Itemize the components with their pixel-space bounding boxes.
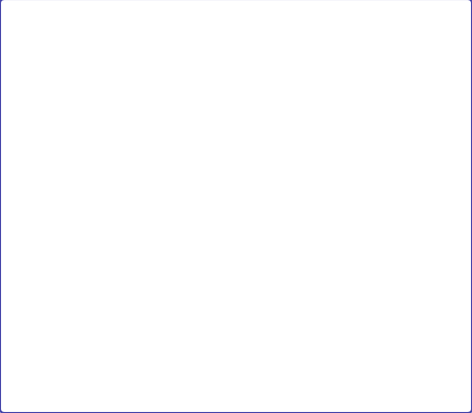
Text: Go to: Go to <box>100 387 133 397</box>
Text: $3.0\overline{15}$: $3.0\overline{15}$ <box>262 225 295 240</box>
Text: $x = \dfrac{34}{99}$: $x = \dfrac{34}{99}$ <box>22 349 63 375</box>
Text: $1000x = 3015.\overline{15}$: $1000x = 3015.\overline{15}$ <box>219 277 317 291</box>
Text: $100x - x = 34.\overline{34} - 0.\overline{34}$: $100x - x = 34.\overline{34} - 0.\overli… <box>22 281 160 295</box>
Text: $10x = 30.\overline{15}$: $10x = 30.\overline{15}$ <box>219 251 289 266</box>
Text: $x = \dfrac{2985}{900} = \dfrac{199}{60}$: $x = \dfrac{2985}{900} = \dfrac{199}{60}… <box>219 368 316 394</box>
Text: $900x = 2985$: $900x = 2985$ <box>219 328 289 340</box>
Text: $= 3.01515...$: $= 3.01515...$ <box>299 225 375 237</box>
Text: Let $x$ =: Let $x$ = <box>219 225 261 237</box>
Text: onlinemathlearning.com: onlinemathlearning.com <box>139 387 275 397</box>
Text: $= 0.3434...$: $= 0.3434...$ <box>106 225 174 237</box>
Text: $1000x - 10x = 3015.\overline{15} - 30.\overline{15}$: $1000x - 10x = 3015.\overline{15} - 30.\… <box>219 302 388 317</box>
Text: $0.\overline{34}$: $0.\overline{34}$ <box>69 225 98 240</box>
Text: $100x = 34.\overline{34}$: $100x = 34.\overline{34}$ <box>22 253 100 268</box>
FancyBboxPatch shape <box>198 206 407 389</box>
FancyBboxPatch shape <box>1 206 198 368</box>
Text: for more free math resources: for more free math resources <box>290 387 457 397</box>
Text: $99x = 34$: $99x = 34$ <box>22 309 72 320</box>
Text: 1. Let the repeating decimal be x.
2. If the repeating part is not after the dec: 1. Let the repeating decimal be x. 2. If… <box>14 40 400 151</box>
Text: Repeating Decimals to Fractions: Repeating Decimals to Fractions <box>72 16 340 31</box>
Text: Let $x$ =: Let $x$ = <box>22 225 64 237</box>
